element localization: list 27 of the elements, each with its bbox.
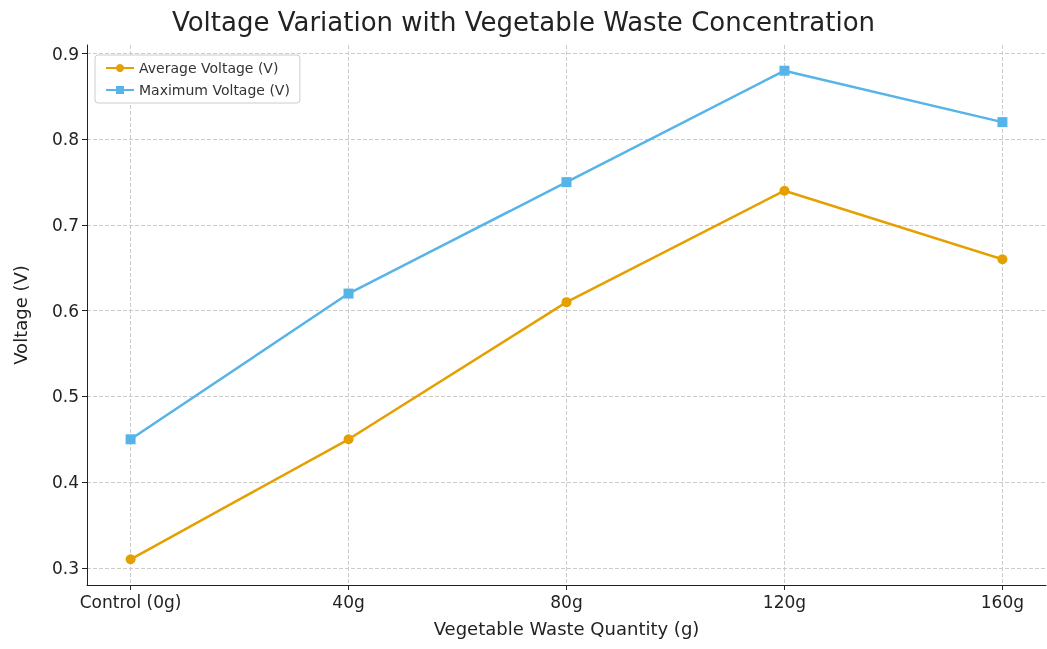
x-tick-label: 40g — [332, 591, 365, 612]
y-tick-label: 0.3 — [51, 557, 79, 578]
point — [779, 185, 790, 196]
x-tick-label: 120g — [762, 591, 807, 612]
point — [997, 254, 1008, 265]
point — [343, 288, 354, 299]
y-tick-label: 0.5 — [51, 386, 79, 407]
x-axis-title: Vegetable Waste Quantity (g) — [433, 617, 700, 639]
point — [125, 554, 136, 565]
chart-title: Voltage Variation with Vegetable Waste Concentration — [171, 7, 876, 37]
y-tick-label: 0.4 — [51, 472, 79, 493]
legend-label: Maximum Voltage (V) — [139, 82, 290, 98]
y-tick-label: 0.6 — [51, 300, 79, 321]
point — [561, 297, 572, 308]
point — [343, 434, 354, 445]
point — [125, 434, 136, 445]
y-tick-label: 0.9 — [51, 43, 79, 64]
y-axis-title: Voltage (V) — [9, 265, 31, 365]
point — [779, 65, 790, 76]
y-tick-label: 0.8 — [51, 129, 79, 150]
point — [997, 117, 1008, 128]
y-tick-label: 0.7 — [51, 215, 79, 235]
point — [561, 177, 572, 188]
x-tick-label: Control (0g) — [79, 591, 182, 612]
x-tick-label: 160g — [980, 591, 1025, 612]
x-tick-label: 80g — [550, 591, 583, 612]
legend-label: Average Voltage (V) — [139, 60, 279, 76]
